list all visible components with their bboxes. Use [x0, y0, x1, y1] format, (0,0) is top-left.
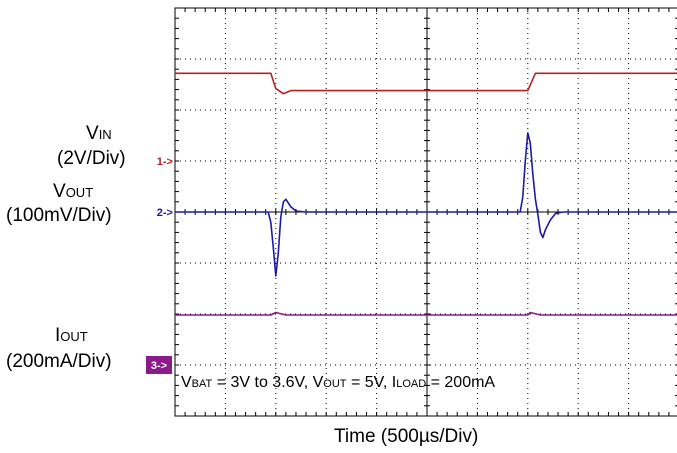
channel-1-trace	[175, 72, 677, 95]
channel-3-marker-box	[146, 356, 172, 374]
vout-label: VOUT	[53, 181, 94, 202]
vin-label: VIN	[86, 123, 112, 144]
channel-2-marker: 2->	[157, 207, 173, 219]
vout-scale-label: (100mV/Div)	[6, 205, 112, 226]
channel-2-trace	[175, 132, 677, 277]
channel-3-marker: 3->	[151, 360, 167, 372]
iout-label: IOUT	[55, 325, 88, 346]
channel-traces	[175, 72, 677, 316]
channel-3-trace	[175, 311, 677, 316]
channel-markers: 1-> 2-> 3->	[146, 156, 173, 374]
test-conditions-caption: VBAT = 3V to 3.6V, VOUT = 5V, ILOAD = 20…	[181, 374, 496, 391]
iout-scale-label: (200mA/Div)	[6, 351, 112, 372]
chart-grid	[174, 7, 677, 417]
x-axis-label: Time (500µs/Div)	[334, 426, 479, 447]
vin-scale-label: (2V/Div)	[57, 148, 126, 169]
channel-1-marker: 1->	[157, 156, 173, 168]
